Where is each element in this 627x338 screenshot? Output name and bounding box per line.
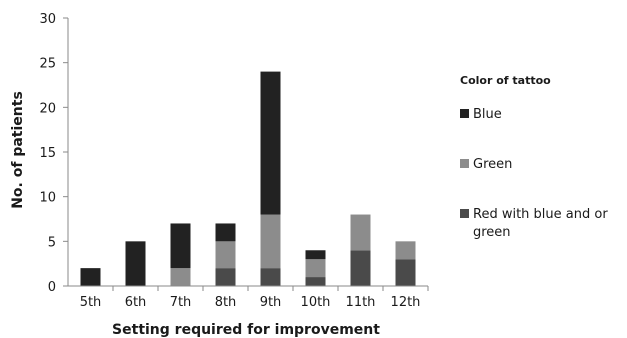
bar-segment	[215, 223, 236, 242]
x-tick-label: 12th	[391, 295, 421, 310]
y-tick-label: 0	[48, 280, 56, 295]
x-tick-label: 6th	[125, 295, 147, 310]
x-tick-label: 9th	[260, 295, 282, 310]
bar-segment	[260, 214, 281, 269]
bar-segment	[350, 250, 371, 286]
bar-segment	[305, 259, 326, 278]
x-tick-label: 11th	[346, 295, 376, 310]
bar-segment	[260, 71, 281, 215]
legend-label: Green	[473, 157, 512, 172]
y-tick-label: 5	[48, 235, 56, 250]
bar-segment	[305, 277, 326, 286]
bar-segment	[260, 268, 281, 286]
bar-segment	[125, 241, 146, 286]
bar-segment	[395, 259, 416, 286]
bar-segment	[80, 268, 101, 286]
bar-segment	[215, 241, 236, 269]
x-tick-label: 8th	[215, 295, 237, 310]
y-tick-label: 10	[39, 191, 56, 206]
x-axis-title: Setting required for improvement	[112, 322, 380, 338]
bar-segment	[215, 268, 236, 286]
x-tick-label: 5th	[80, 295, 102, 310]
bar-segment	[395, 241, 416, 260]
legend-label: Blue	[473, 107, 502, 122]
bar-segment	[170, 268, 191, 286]
legend-title: Color of tattoo	[460, 74, 551, 87]
bar-segment	[350, 214, 371, 251]
legend-swatch	[460, 159, 469, 168]
y-tick-label: 30	[39, 12, 56, 27]
legend-swatch	[460, 109, 469, 118]
legend-label: Red with blue and or green	[473, 207, 608, 240]
y-tick-label: 25	[39, 57, 56, 72]
plot-area	[80, 71, 416, 286]
x-axis-ticks: 5th 6th 7th 8th 9th 10th 11th 12th	[80, 286, 429, 310]
y-axis-ticks: 0 5 10 15 20 25 30	[39, 12, 68, 295]
y-tick-label: 20	[39, 101, 56, 116]
bar-segment	[305, 250, 326, 260]
x-tick-label: 7th	[170, 295, 192, 310]
x-tick-label: 10th	[301, 295, 331, 310]
y-axis-title: No. of patients	[10, 91, 26, 209]
legend: Color of tattoo Blue Green Red with blue a…	[460, 74, 608, 240]
legend-swatch	[460, 209, 469, 218]
bar-segment	[170, 223, 191, 269]
y-tick-label: 15	[39, 146, 56, 161]
